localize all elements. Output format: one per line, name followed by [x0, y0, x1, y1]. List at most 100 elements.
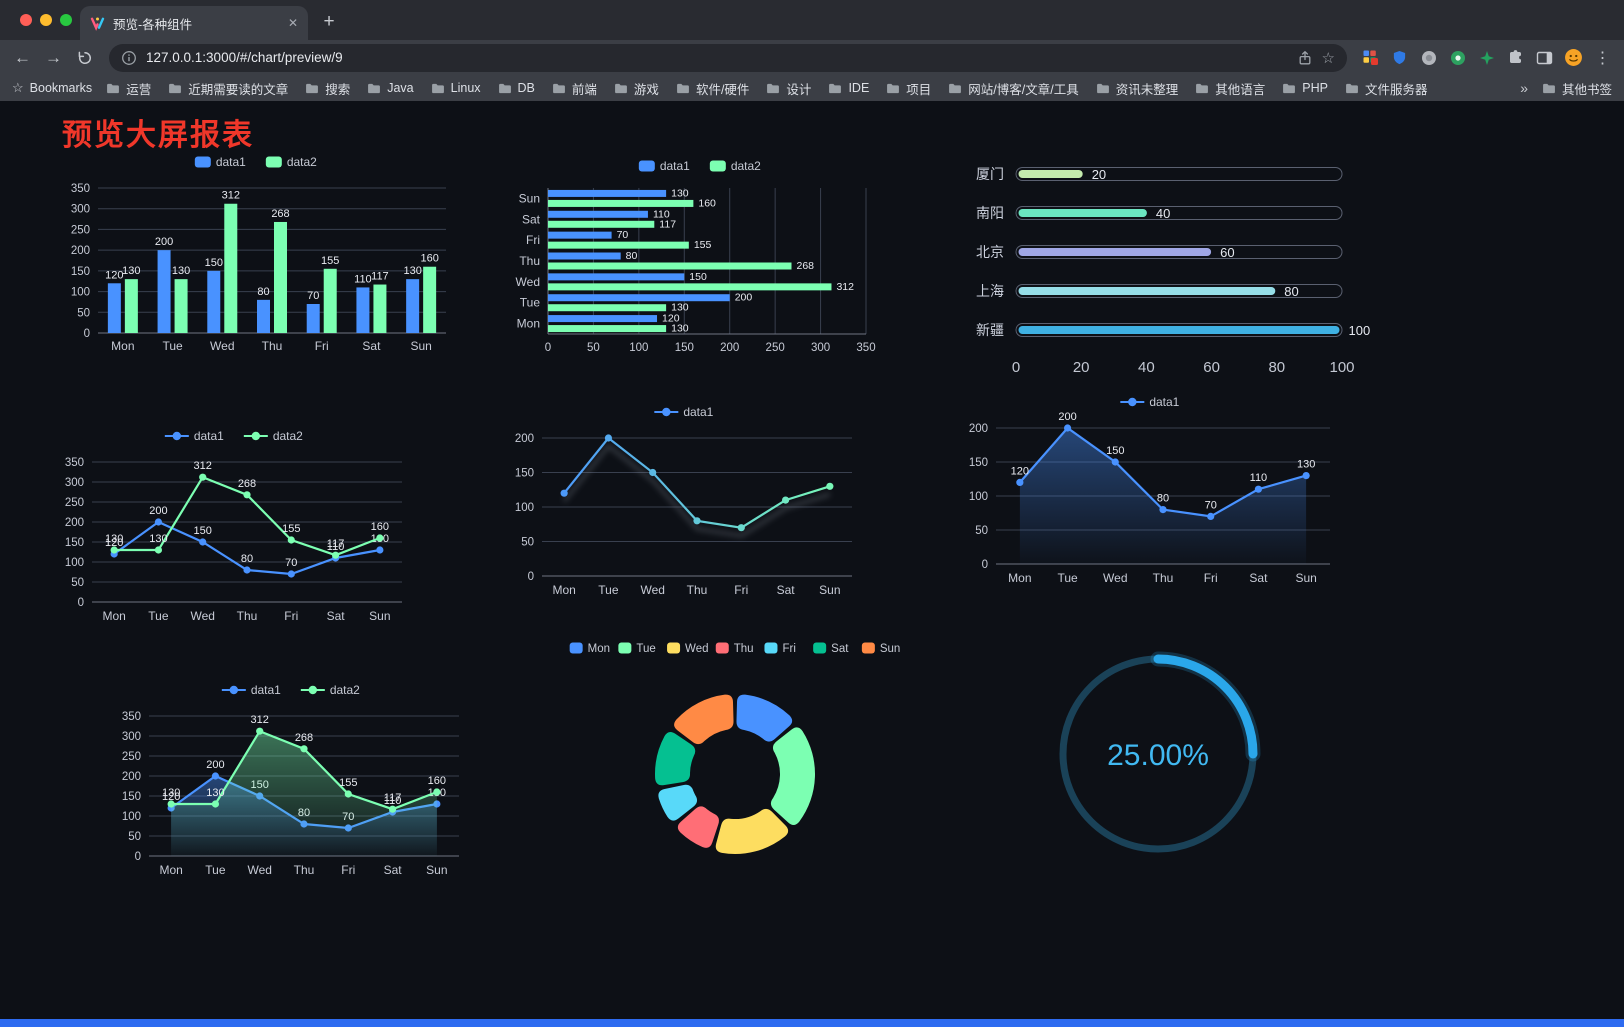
- bookmark-folder-item[interactable]: Java: [367, 81, 414, 95]
- folder-icon: [1346, 83, 1358, 93]
- svg-text:Fri: Fri: [315, 339, 329, 353]
- bookmark-label: 文件服务器: [1364, 82, 1428, 97]
- chart-canvas-double-line: data1 data2 0 50 100 150 200 250 300 350 Mon Tue Wed…: [65, 429, 402, 623]
- back-icon[interactable]: ←: [14, 47, 31, 67]
- svg-text:0: 0: [78, 597, 84, 609]
- chart-grouped-horizontal-bar: data1 data2 0 50 100 150 200 250 300 350 Mon 120 130…: [500, 152, 900, 364]
- bookmark-label: DB: [517, 81, 535, 95]
- svg-text:40: 40: [1138, 359, 1155, 376]
- extension-globe-icon[interactable]: [1415, 44, 1442, 71]
- extension-green-circle-icon[interactable]: [1444, 44, 1471, 71]
- svg-text:130: 130: [403, 265, 421, 277]
- site-info-icon[interactable]: [121, 50, 137, 66]
- folder-icon: [614, 83, 627, 93]
- chart-area-line: data1 0 50 100 150 200 Mon Tue Wed Thu Fri Sat Sun 12…: [952, 388, 1348, 596]
- bookmark-folder-item[interactable]: 近期需要读的文章: [168, 79, 288, 98]
- svg-text:data1: data1: [194, 429, 224, 443]
- bookmark-folder-item[interactable]: 软件/硬件: [676, 79, 749, 98]
- close-window-icon[interactable]: [20, 14, 32, 26]
- svg-text:120: 120: [105, 269, 123, 281]
- svg-text:data2: data2: [731, 159, 761, 173]
- svg-text:100: 100: [1349, 323, 1371, 338]
- star-icon: ☆: [12, 80, 24, 95]
- bookmark-folder-item[interactable]: 其他语言: [1195, 79, 1265, 98]
- svg-text:200: 200: [71, 245, 90, 257]
- bookmark-folder-item[interactable]: 运营: [106, 79, 151, 98]
- svg-text:350: 350: [71, 183, 90, 195]
- svg-text:350: 350: [65, 457, 84, 469]
- extension-shield-icon[interactable]: [1386, 44, 1413, 71]
- url-text[interactable]: 127.0.0.1:3000/#/chart/preview/9: [146, 50, 343, 65]
- svg-text:150: 150: [675, 342, 694, 354]
- share-icon[interactable]: [1297, 50, 1313, 66]
- svg-text:268: 268: [271, 208, 289, 220]
- tab-close-icon[interactable]: ✕: [287, 16, 298, 30]
- bookmark-label: IDE: [848, 81, 870, 95]
- svg-text:50: 50: [521, 537, 534, 549]
- svg-text:120: 120: [662, 313, 680, 325]
- chart-canvas-capsule-rank: 厦门 20 南阳 40 北京 60 上海 80 新疆 100 0 20 40 60 80 100: [976, 166, 1371, 376]
- extensions-puzzle-icon[interactable]: [1502, 44, 1529, 71]
- svg-text:150: 150: [969, 457, 988, 469]
- svg-text:Wed: Wed: [685, 643, 708, 655]
- browser-tab[interactable]: 预览-各种组件 ✕: [80, 6, 308, 40]
- bookmark-folder-item[interactable]: Linux: [431, 81, 481, 95]
- bookmark-folder-item[interactable]: IDE: [828, 81, 869, 95]
- bookmark-folder-item[interactable]: 搜索: [305, 79, 350, 98]
- svg-text:300: 300: [71, 204, 90, 216]
- svg-text:268: 268: [796, 260, 814, 272]
- svg-text:110: 110: [327, 541, 345, 553]
- minimize-window-icon[interactable]: [40, 14, 52, 26]
- url-bar[interactable]: 127.0.0.1:3000/#/chart/preview/9 ☆: [109, 43, 1347, 72]
- svg-text:Wed: Wed: [640, 583, 664, 597]
- bookmark-folder-item[interactable]: 资讯未整理: [1096, 79, 1179, 98]
- svg-text:Thu: Thu: [734, 643, 754, 655]
- svg-text:70: 70: [617, 229, 629, 241]
- extension-star-icon[interactable]: [1473, 44, 1500, 71]
- svg-text:0: 0: [135, 851, 141, 863]
- bookmark-folder-item[interactable]: 游戏: [614, 79, 659, 98]
- maximize-window-icon[interactable]: [60, 14, 72, 26]
- folder-icon: [431, 83, 444, 93]
- svg-text:80: 80: [1284, 284, 1298, 299]
- forward-icon[interactable]: →: [45, 47, 62, 67]
- svg-text:Wed: Wed: [516, 275, 540, 289]
- bookmark-folder-item[interactable]: PHP: [1282, 81, 1328, 95]
- svg-text:50: 50: [128, 831, 141, 843]
- tab-strip: 预览-各种组件 ✕ +: [0, 0, 1624, 40]
- svg-text:Thu: Thu: [687, 583, 708, 597]
- browser-menu-icon[interactable]: ⋮: [1594, 49, 1611, 67]
- chart-canvas-double-area-line: data1 data2 0 50 100 150 200 250 300 350 Mon Tue Wed…: [122, 683, 459, 877]
- svg-text:data1: data1: [683, 405, 713, 419]
- bookmark-label: 游戏: [633, 82, 659, 97]
- bookmark-folder-item[interactable]: 项目: [886, 79, 931, 98]
- other-bookmarks-item[interactable]: 其他书签: [1542, 79, 1612, 98]
- svg-text:300: 300: [122, 731, 141, 743]
- svg-text:150: 150: [1106, 445, 1124, 457]
- svg-text:100: 100: [969, 491, 988, 503]
- bookmark-folder-item[interactable]: 前端: [552, 79, 597, 98]
- folder-icon: [107, 83, 120, 93]
- bookmark-folder-item[interactable]: 文件服务器: [1345, 79, 1428, 98]
- svg-text:155: 155: [694, 239, 712, 251]
- other-bookmarks-label: 其他书签: [1561, 82, 1612, 97]
- bookmark-star-icon[interactable]: ☆: [1321, 49, 1335, 67]
- bookmarks-overflow-icon[interactable]: »: [1520, 80, 1528, 96]
- svg-text:Wed: Wed: [1103, 571, 1127, 585]
- new-tab-button[interactable]: +: [323, 11, 335, 32]
- bookmark-folder-item[interactable]: DB: [498, 81, 535, 95]
- chart-double-area-line: data1 data2 0 50 100 150 200 250 300 350 Mon Tue Wed…: [105, 676, 477, 888]
- bookmarks-root-item[interactable]: ☆ Bookmarks: [12, 80, 92, 96]
- svg-text:Tue: Tue: [636, 643, 655, 655]
- svg-text:Tue: Tue: [162, 339, 183, 353]
- svg-text:70: 70: [1205, 499, 1217, 511]
- bookmark-label: 网站/博客/文章/工具: [968, 82, 1079, 97]
- profile-avatar[interactable]: [1560, 44, 1587, 71]
- reload-icon[interactable]: [70, 44, 99, 72]
- extension-grid-icon[interactable]: [1357, 44, 1384, 71]
- bookmark-folder-item[interactable]: 网站/博客/文章/工具: [948, 79, 1079, 98]
- bookmark-label: 资讯未整理: [1115, 82, 1179, 97]
- folder-icon: [829, 83, 842, 93]
- bookmark-folder-item[interactable]: 设计: [766, 79, 811, 98]
- side-panel-icon[interactable]: [1531, 44, 1558, 71]
